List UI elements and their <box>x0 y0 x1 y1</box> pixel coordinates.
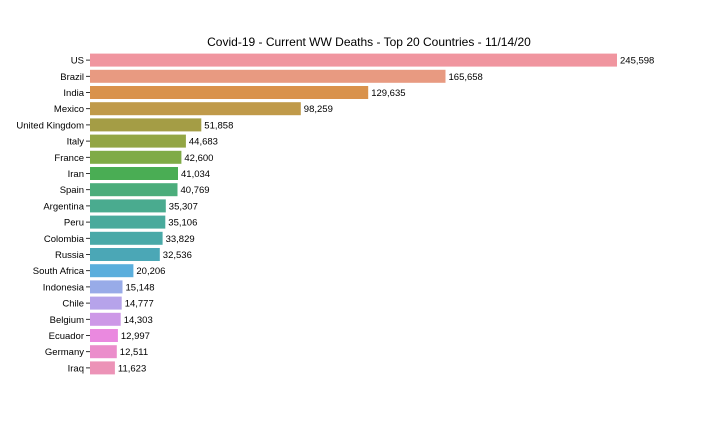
data-label: 51,858 <box>204 120 233 131</box>
data-label: 42,600 <box>184 153 213 164</box>
bar-iraq <box>90 361 115 375</box>
y-tick-label: Argentina <box>43 201 84 212</box>
y-tick-label: Germany <box>45 347 84 358</box>
bar-germany <box>90 345 117 359</box>
bar-argentina <box>90 199 166 213</box>
data-label: 33,829 <box>166 234 195 245</box>
y-tick-label: Chile <box>62 299 84 310</box>
data-label: 35,106 <box>168 218 197 229</box>
y-tick-label: Iran <box>68 169 84 180</box>
bar-ecuador <box>90 329 118 342</box>
bar-iran <box>90 167 178 180</box>
y-tick-label: France <box>54 153 84 164</box>
bar-indonesia <box>90 280 123 294</box>
y-tick-label: Italy <box>67 137 85 148</box>
bar-russia <box>90 248 160 261</box>
y-tick-label: India <box>63 88 84 99</box>
bar-south-africa <box>90 264 134 278</box>
bar-india <box>90 86 369 99</box>
bar-united-kingdom <box>90 118 202 132</box>
bar-chile <box>90 296 122 310</box>
data-label: 15,148 <box>126 282 155 293</box>
bar-peru <box>90 215 166 229</box>
y-tick-label: Indonesia <box>43 282 85 293</box>
y-tick-label: Mexico <box>54 104 84 115</box>
data-label: 129,635 <box>371 88 405 99</box>
bar-france <box>90 150 182 164</box>
y-tick-label: Belgium <box>50 315 84 326</box>
bar-italy <box>90 134 186 148</box>
data-label: 98,259 <box>304 104 333 115</box>
data-label: 20,206 <box>136 266 165 277</box>
data-label: 41,034 <box>181 169 210 180</box>
bar-us <box>90 53 617 67</box>
data-label: 32,536 <box>163 250 192 261</box>
y-tick-label: US <box>71 56 84 67</box>
data-label: 40,769 <box>181 185 210 196</box>
data-label: 165,658 <box>449 72 483 83</box>
y-tick-label: Ecuador <box>49 331 84 342</box>
bar-belgium <box>90 312 121 326</box>
y-tick-label: Russia <box>55 250 85 261</box>
y-tick-label: Spain <box>60 185 84 196</box>
y-tick-label: Colombia <box>44 234 85 245</box>
bar-colombia <box>90 231 163 245</box>
chart-title: Covid-19 - Current WW Deaths - Top 20 Co… <box>207 35 531 49</box>
data-label: 12,511 <box>120 347 148 358</box>
bar-mexico <box>90 102 301 116</box>
y-tick-label: South Africa <box>33 266 85 277</box>
y-tick-label: United Kingdom <box>16 120 84 131</box>
data-label: 245,598 <box>620 56 654 67</box>
data-label: 11,623 <box>118 363 146 374</box>
y-tick-label: Brazil <box>60 72 84 83</box>
data-label: 12,997 <box>121 331 150 342</box>
bar-spain <box>90 183 178 197</box>
data-label: 14,777 <box>125 299 154 310</box>
bars-group: US 245,598 Brazil 165,658 India 129,635 Mexico… <box>16 53 654 375</box>
y-tick-label: Peru <box>64 218 84 229</box>
data-label: 35,307 <box>169 201 198 212</box>
bar-brazil <box>90 69 446 83</box>
data-label: 44,683 <box>189 137 218 148</box>
y-tick-label: Iraq <box>68 363 84 374</box>
data-label: 14,303 <box>124 315 153 326</box>
